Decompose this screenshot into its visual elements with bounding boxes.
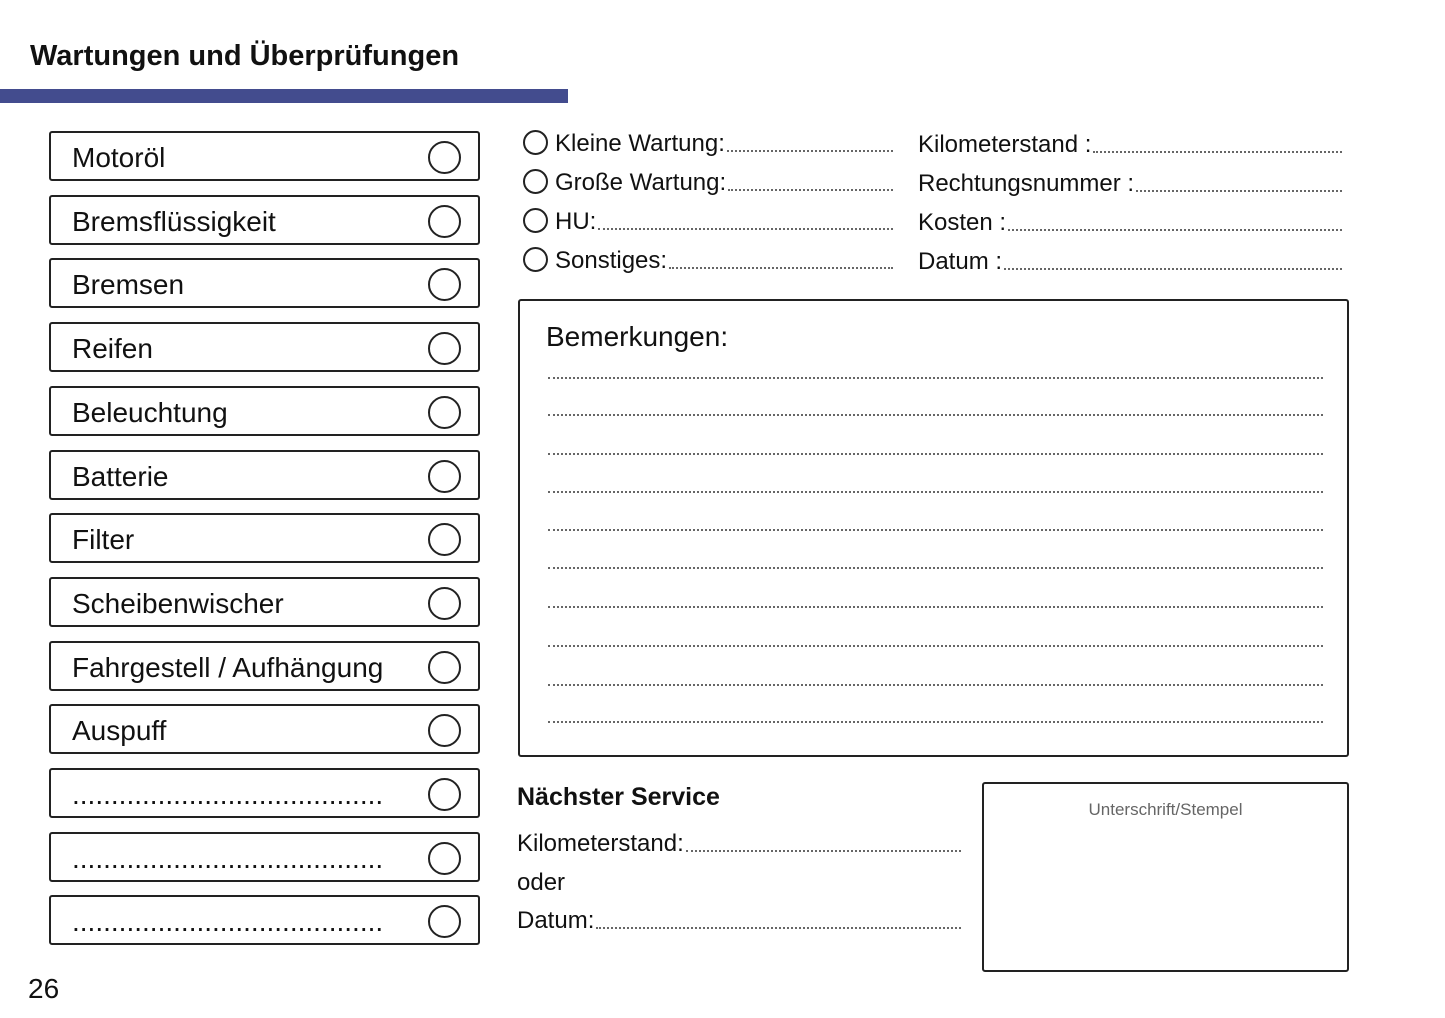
checkbox-circle-icon[interactable] bbox=[428, 141, 461, 174]
checklist-item[interactable]: ........................................ bbox=[49, 768, 480, 818]
detail-field[interactable]: Kosten : bbox=[918, 207, 1342, 237]
or-text: oder bbox=[517, 867, 961, 897]
service-type-option[interactable]: Große Wartung: bbox=[523, 167, 893, 197]
checklist-item-label: Bremsflüssigkeit bbox=[72, 205, 276, 237]
checklist-item[interactable]: ........................................ bbox=[49, 895, 480, 946]
checkbox-circle-icon[interactable] bbox=[428, 332, 461, 366]
detail-label: Datum : bbox=[918, 248, 1003, 275]
or-label: oder bbox=[517, 869, 566, 896]
detail-field[interactable]: Kilometerstand : bbox=[918, 129, 1342, 159]
date-line[interactable] bbox=[596, 927, 961, 929]
checklist-item-label: ........................................ bbox=[72, 842, 384, 874]
checklist-item-label: ........................................ bbox=[72, 906, 384, 938]
title-accent-bar bbox=[0, 89, 568, 103]
service-type-option[interactable]: HU: bbox=[523, 206, 893, 236]
service-type-label: HU: bbox=[555, 208, 597, 235]
checkbox-circle-icon[interactable] bbox=[428, 841, 461, 875]
entry-line[interactable] bbox=[1008, 229, 1342, 231]
checklist-item-label: Auspuff bbox=[72, 715, 167, 747]
radio-circle-icon[interactable] bbox=[523, 130, 548, 155]
notes-line[interactable] bbox=[548, 684, 1323, 686]
entry-line[interactable] bbox=[598, 228, 893, 230]
next-service-mileage-field[interactable]: Kilometerstand: bbox=[517, 828, 961, 858]
checkbox-circle-icon[interactable] bbox=[428, 459, 461, 493]
checklist-item[interactable]: Filter bbox=[49, 513, 480, 564]
service-type-label: Große Wartung: bbox=[555, 169, 727, 196]
entry-line[interactable] bbox=[728, 189, 893, 191]
checklist-item-label: Motoröl bbox=[72, 142, 166, 173]
checkbox-circle-icon[interactable] bbox=[428, 268, 461, 302]
detail-label: Rechtungsnummer : bbox=[918, 170, 1135, 197]
checklist-item-label: Filter bbox=[72, 524, 135, 556]
checkbox-circle-icon[interactable] bbox=[428, 714, 461, 748]
checklist-item[interactable]: Fahrgestell / Aufhängung bbox=[49, 640, 480, 691]
entry-line[interactable] bbox=[1093, 151, 1342, 153]
service-type-option[interactable]: Sonstiges: bbox=[523, 245, 893, 275]
entry-line[interactable] bbox=[1004, 268, 1342, 270]
checkbox-circle-icon[interactable] bbox=[428, 778, 461, 811]
checklist-item[interactable]: Bremsen bbox=[49, 258, 480, 309]
notes-line[interactable] bbox=[548, 529, 1323, 531]
page-number: 26 bbox=[28, 973, 60, 1004]
detail-label: Kosten : bbox=[918, 209, 1007, 236]
notes-line[interactable] bbox=[548, 567, 1323, 569]
checklist-item-label: Batterie bbox=[72, 460, 169, 492]
checkbox-circle-icon[interactable] bbox=[428, 204, 461, 238]
notes-line[interactable] bbox=[548, 645, 1323, 647]
checkbox-circle-icon[interactable] bbox=[428, 523, 461, 557]
signature-box[interactable]: Unterschrift/Stempel bbox=[982, 782, 1349, 972]
notes-line[interactable] bbox=[548, 721, 1323, 723]
notes-line[interactable] bbox=[548, 414, 1323, 416]
checkbox-circle-icon[interactable] bbox=[428, 650, 461, 684]
checklist-item[interactable]: Auspuff bbox=[49, 704, 480, 755]
next-service-title: Nächster Service bbox=[517, 783, 720, 811]
checklist-item-label: ........................................ bbox=[72, 779, 384, 810]
checklist-item[interactable]: Scheibenwischer bbox=[49, 576, 480, 627]
checklist-item[interactable]: ........................................ bbox=[49, 831, 480, 882]
checkbox-circle-icon[interactable] bbox=[428, 395, 461, 429]
entry-line[interactable] bbox=[726, 150, 893, 152]
checklist-item-label: Reifen bbox=[72, 333, 153, 365]
service-type-label: Kleine Wartung: bbox=[555, 130, 725, 157]
detail-field[interactable]: Datum : bbox=[918, 246, 1342, 276]
checklist-item[interactable]: Bremsflüssigkeit bbox=[49, 194, 480, 245]
entry-line[interactable] bbox=[669, 267, 893, 269]
notes-title: Bemerkungen: bbox=[546, 321, 729, 352]
notes-line[interactable] bbox=[548, 377, 1323, 379]
radio-circle-icon[interactable] bbox=[523, 247, 548, 272]
mileage-label: Kilometerstand: bbox=[517, 830, 684, 857]
checklist-item[interactable]: Beleuchtung bbox=[49, 385, 480, 436]
radio-circle-icon[interactable] bbox=[523, 169, 548, 194]
checklist-item-label: Fahrgestell / Aufhängung bbox=[72, 651, 384, 683]
entry-line[interactable] bbox=[1136, 190, 1342, 192]
service-type-option[interactable]: Kleine Wartung: bbox=[523, 128, 893, 158]
page-title: Wartungen und Überprüfungen bbox=[30, 40, 460, 72]
notes-line[interactable] bbox=[548, 453, 1323, 455]
mileage-line[interactable] bbox=[685, 850, 961, 852]
notes-line[interactable] bbox=[548, 491, 1323, 493]
detail-field[interactable]: Rechtungsnummer : bbox=[918, 168, 1342, 198]
checklist-item-label: Scheibenwischer bbox=[72, 587, 284, 619]
checklist-item-label: Beleuchtung bbox=[72, 396, 228, 428]
notes-box: Bemerkungen: bbox=[518, 299, 1349, 757]
signature-label: Unterschrift/Stempel bbox=[1088, 800, 1243, 819]
checkbox-circle-icon[interactable] bbox=[428, 905, 461, 939]
next-service-date-field[interactable]: Datum: bbox=[517, 905, 961, 935]
detail-label: Kilometerstand : bbox=[918, 131, 1092, 158]
checklist-item[interactable]: Batterie bbox=[49, 449, 480, 500]
checklist-item[interactable]: Motoröl bbox=[49, 131, 480, 181]
date-label: Datum: bbox=[517, 907, 595, 934]
service-type-label: Sonstiges: bbox=[555, 247, 668, 274]
checklist-item[interactable]: Reifen bbox=[49, 322, 480, 373]
radio-circle-icon[interactable] bbox=[523, 208, 548, 233]
checklist-item-label: Bremsen bbox=[72, 269, 185, 301]
notes-line[interactable] bbox=[548, 606, 1323, 608]
checkbox-circle-icon[interactable] bbox=[428, 586, 461, 620]
